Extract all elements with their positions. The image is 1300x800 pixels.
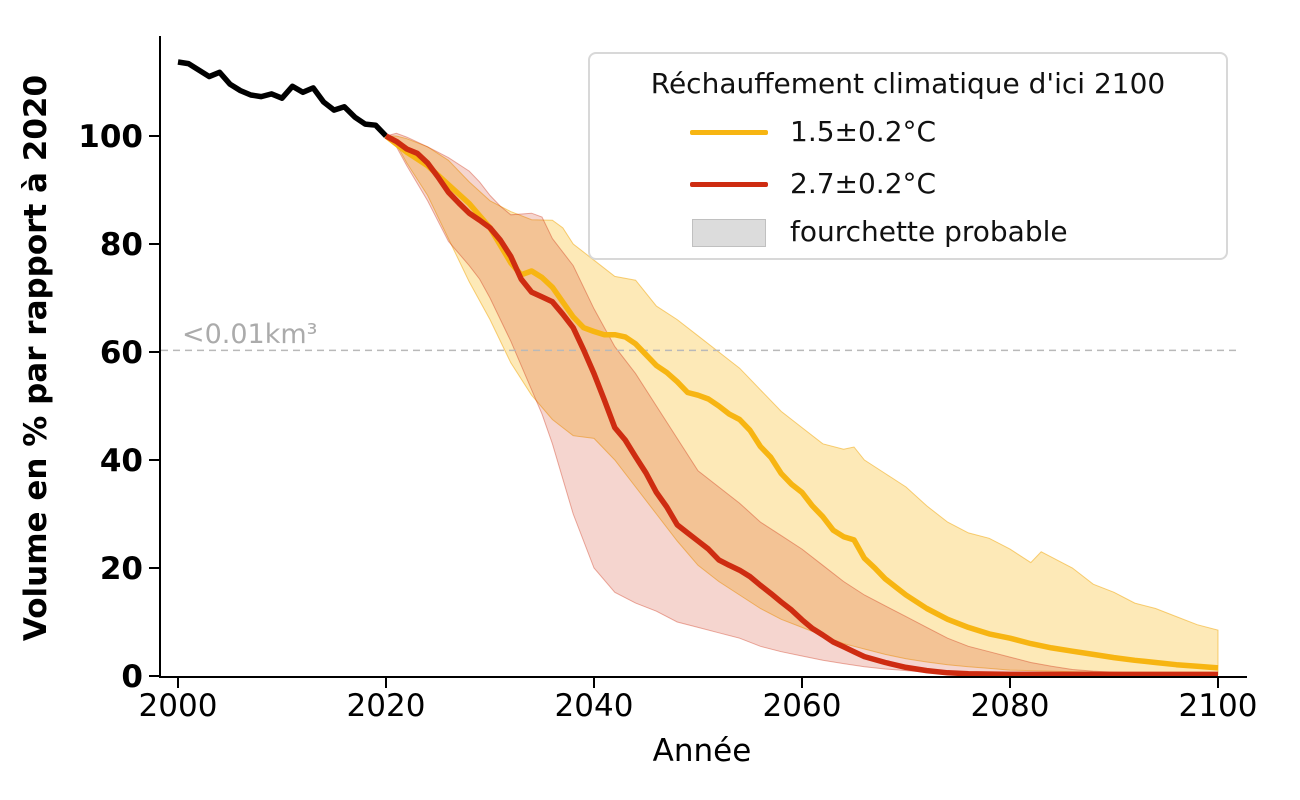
legend-label-1-5C: 1.5±0.2°C xyxy=(790,115,937,148)
x-tick-label: 2000 xyxy=(139,688,218,724)
legend-title: Réchauffement climatique d'ici 2100 xyxy=(650,67,1166,100)
y-tick-label: 60 xyxy=(100,335,143,371)
legend-swatch-line-2-7C xyxy=(690,182,768,187)
threshold-annotation: <0.01km³ xyxy=(182,319,318,350)
y-axis-title: Volume en % par rapport à 2020 xyxy=(18,74,54,642)
x-axis-title: Année xyxy=(652,733,752,769)
legend-label-likely-range: fourchette probable xyxy=(790,215,1068,248)
series-line-observations xyxy=(177,59,388,138)
x-tick-label: 2080 xyxy=(971,688,1050,724)
legend-label-2-7C: 2.7±0.2°C xyxy=(790,167,937,200)
y-tick-label: 100 xyxy=(78,119,143,155)
x-tick-label: 2100 xyxy=(1179,688,1258,724)
legend-item-1-5C: 1.5±0.2°C xyxy=(590,112,1226,152)
y-tick-label: 20 xyxy=(100,551,143,587)
legend-item-2-7C: 2.7±0.2°C xyxy=(590,164,1226,204)
legend-swatch-line-1-5C xyxy=(690,130,768,135)
y-tick-label: 80 xyxy=(100,227,143,263)
y-tick-label: 40 xyxy=(100,443,143,479)
series-line-1-5-0-2-C xyxy=(384,133,1219,671)
y-tick-label: 0 xyxy=(121,659,143,695)
legend: Réchauffement climatique d'ici 2100 1.5±… xyxy=(588,52,1228,260)
legend-item-likely-range: fourchette probable xyxy=(590,212,1226,252)
x-tick-label: 2060 xyxy=(763,688,842,724)
series-line-2-7-0-2-C xyxy=(384,133,1218,678)
x-tick-label: 2040 xyxy=(555,688,634,724)
x-tick-label: 2020 xyxy=(347,688,426,724)
band-1-5-0-2-C xyxy=(384,135,1219,675)
legend-swatch-patch-likely-range xyxy=(692,219,766,247)
